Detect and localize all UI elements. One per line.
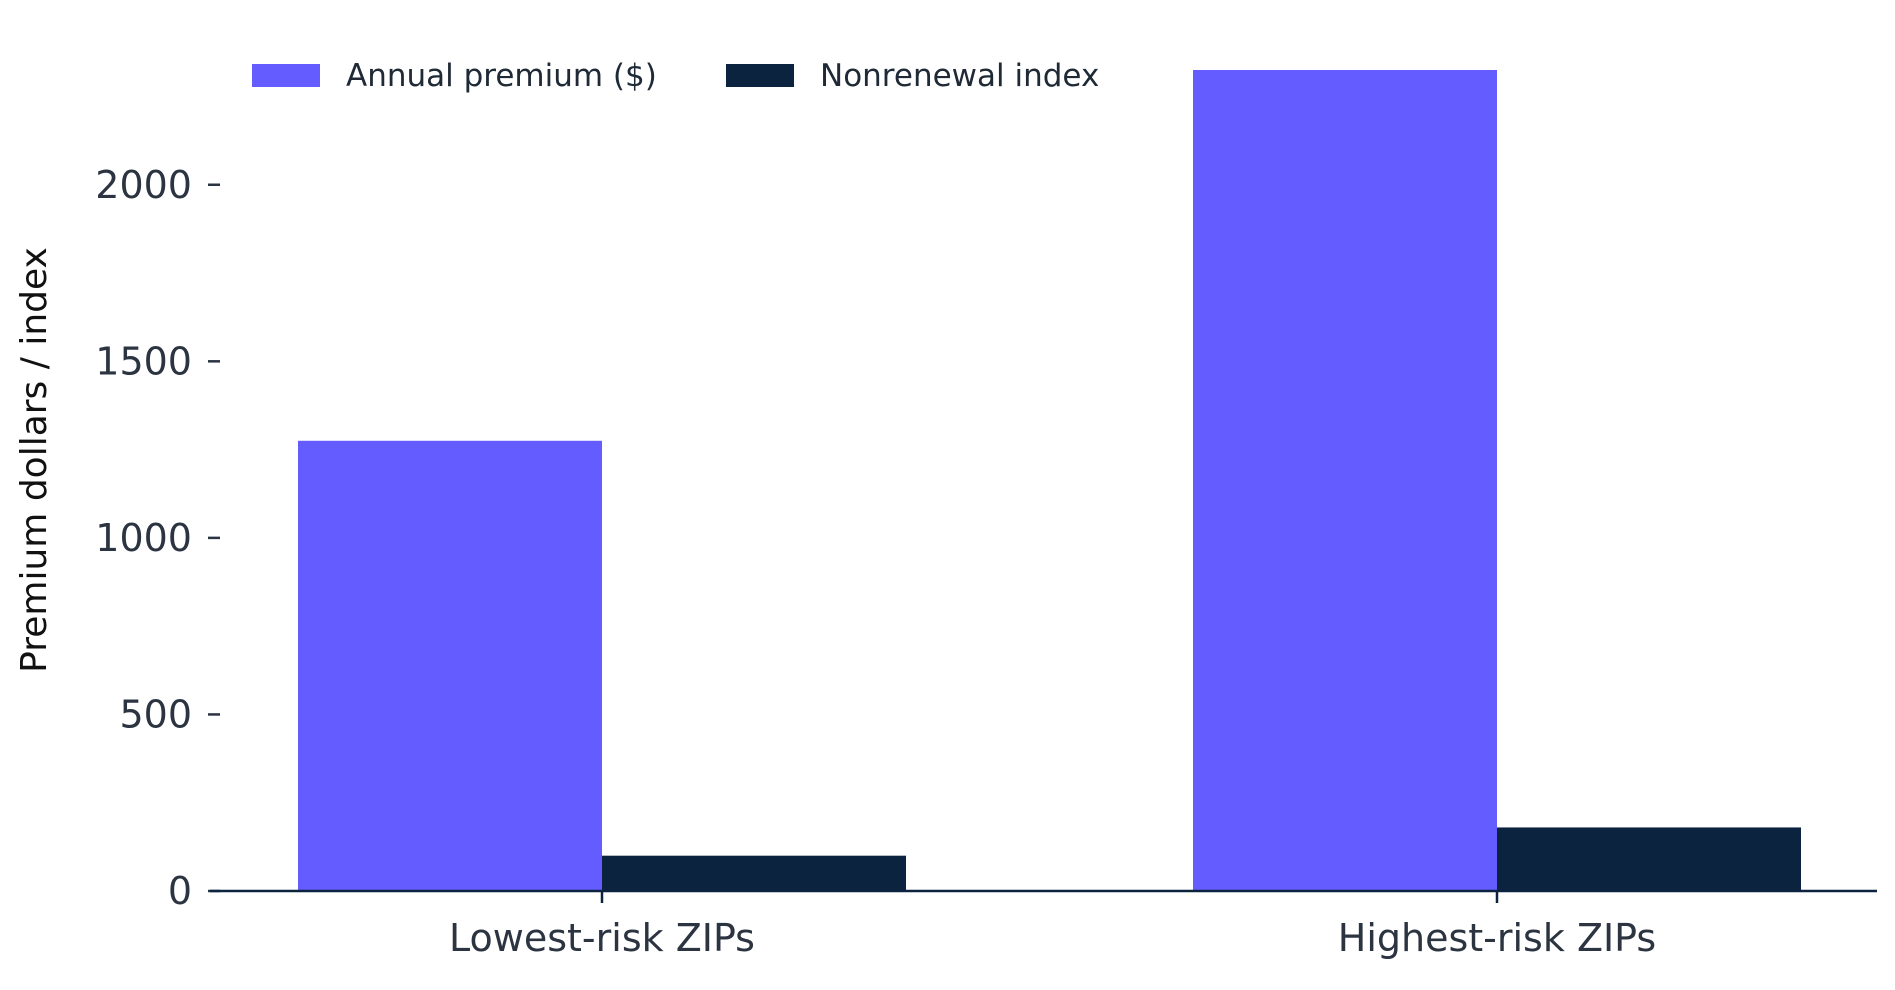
bars <box>298 70 1801 891</box>
y-tick-label: 1000 <box>95 516 192 560</box>
bar-annual-premium-1 <box>298 440 602 891</box>
x-category-label: Highest-risk ZIPs <box>1338 916 1656 960</box>
y-tick-label: 500 <box>119 692 192 736</box>
y-tick-label: 2000 <box>95 163 192 207</box>
y-axis: 0 500 1000 1500 2000 <box>95 163 220 913</box>
y-tick-label: 0 <box>168 869 192 913</box>
bar-annual-premium-2 <box>1193 70 1497 891</box>
legend-swatch-1 <box>252 64 320 87</box>
legend-label-2: Nonrenewal index <box>820 58 1099 94</box>
bar-nonrenewal-index-2 <box>1497 827 1801 891</box>
legend: Annual premium ($) Nonrenewal index <box>252 58 1099 94</box>
legend-label-1: Annual premium ($) <box>346 58 657 94</box>
x-axis: Lowest-risk ZIPs Highest-risk ZIPs <box>210 889 1877 960</box>
y-tick-label: 1500 <box>95 339 192 383</box>
legend-swatch-2 <box>726 64 794 87</box>
x-category-label: Lowest-risk ZIPs <box>449 916 755 960</box>
bar-nonrenewal-index-1 <box>602 855 906 891</box>
y-axis-title: Premium dollars / index <box>14 247 55 673</box>
